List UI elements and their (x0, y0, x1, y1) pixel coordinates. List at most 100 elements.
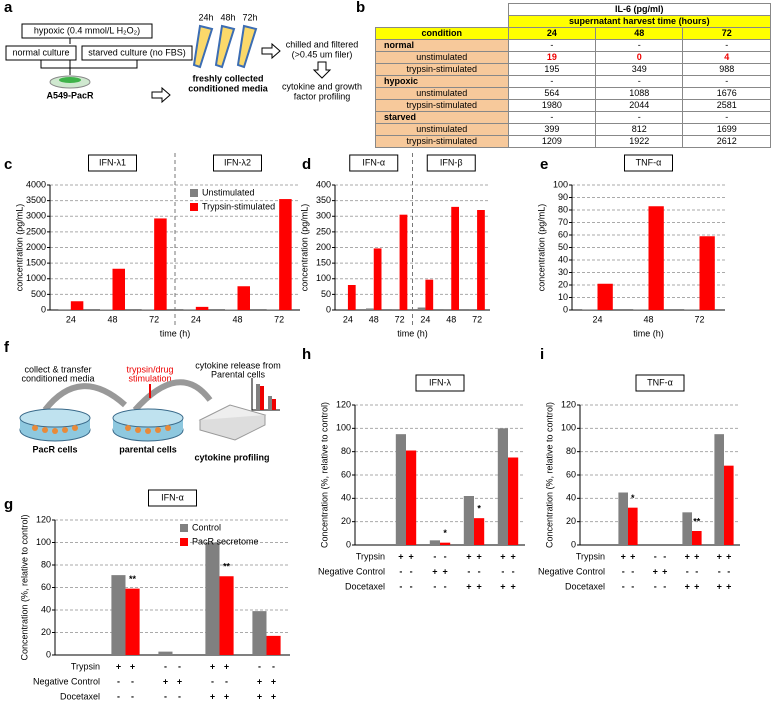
cell: 1088 (595, 87, 684, 100)
condition-sign: + (476, 551, 481, 561)
condition-sign: - (225, 676, 228, 686)
cell: - (682, 39, 771, 52)
condition-sign: + (500, 581, 505, 591)
group-box (624, 154, 673, 172)
cell: - (682, 111, 771, 124)
bar (111, 575, 126, 655)
condition-sign: + (432, 566, 437, 576)
y-tick-label: 60 (341, 469, 351, 479)
condition-sign: - (444, 581, 447, 591)
y-tick-label: 1000 (26, 273, 46, 283)
y-axis-label: Concentration (%, relative to control) (19, 514, 29, 660)
y-tick-label: 30 (558, 267, 568, 277)
y-tick-label: 1500 (26, 258, 46, 268)
x-tick-label: 72 (395, 314, 405, 324)
bar (474, 518, 485, 545)
bar (158, 651, 173, 655)
condition-sign: - (663, 581, 666, 591)
table-row: unstimulated 564 1088 1676 (375, 87, 771, 100)
cell: 19 (507, 51, 597, 64)
cell: unstimulated (375, 51, 509, 64)
cell: 2044 (595, 99, 684, 112)
condition-sign: - (131, 691, 134, 701)
cell: 399 (507, 123, 597, 136)
x-axis-label: time (h) (397, 328, 428, 338)
table-row: unstimulated 19 0 4 (375, 51, 771, 64)
x-tick-label: 24 (420, 314, 430, 324)
bar (347, 285, 356, 310)
group-label: TNF-α (647, 377, 673, 387)
x-tick-label: 48 (232, 314, 242, 324)
x-tick-label: 24 (191, 314, 201, 324)
x-tick-label: 48 (446, 314, 456, 324)
panel-label: e (540, 156, 548, 173)
panel-label: h (302, 346, 311, 363)
x-tick-label: 24 (343, 314, 353, 324)
bar (141, 309, 155, 310)
label: starved culture (no FBS) (88, 47, 186, 57)
significance: * (443, 528, 447, 538)
cell: supernatant harvest time (hours) (507, 15, 772, 28)
bar (582, 309, 598, 310)
condition-sign: - (211, 676, 214, 686)
significance: ** (129, 574, 137, 584)
bar (237, 286, 250, 310)
condition-sign: + (442, 566, 447, 576)
group-box (415, 374, 465, 392)
y-tick-label: 0 (563, 304, 568, 314)
y-tick-label: 80 (341, 446, 351, 456)
condition-sign: + (685, 551, 690, 561)
significance: ** (693, 516, 701, 526)
condition-sign: + (398, 551, 403, 561)
legend-swatch (190, 189, 198, 197)
condition-sign: + (510, 551, 515, 561)
cell: - (507, 75, 597, 88)
label: PacR cells (32, 444, 77, 454)
cell: 1922 (595, 135, 684, 148)
condition-sign: + (726, 581, 731, 591)
significance: * (477, 504, 481, 514)
condition-label: Docetaxel (60, 691, 100, 701)
label: Parental cells (211, 369, 266, 379)
panel-label: g (4, 496, 13, 513)
y-tick-label: 100 (553, 179, 568, 189)
bar (125, 588, 140, 655)
condition-sign: + (257, 676, 262, 686)
condition-sign: + (163, 676, 168, 686)
cell: - (595, 75, 684, 88)
condition-label: Trypsin (356, 551, 385, 561)
condition-sign: - (164, 661, 167, 671)
condition-sign: - (695, 566, 698, 576)
bar (252, 611, 267, 655)
bar (724, 465, 734, 545)
panel-label: c (4, 156, 12, 173)
condition-sign: + (408, 551, 413, 561)
group-label: IFN-α (161, 492, 184, 502)
label: trypsin/drug (126, 364, 173, 374)
label: freshly collected (192, 73, 263, 83)
bar (205, 542, 220, 655)
arrow (261, 42, 281, 60)
cell: 4 (682, 51, 771, 64)
bar (508, 457, 519, 545)
condition-sign: + (224, 661, 229, 671)
cell: - (595, 111, 684, 124)
group-label: IFN-α (362, 157, 385, 167)
condition-sign: - (512, 566, 515, 576)
label: conditioned media (21, 373, 94, 383)
bar (469, 309, 478, 310)
bar (425, 279, 434, 310)
condition-sign: + (257, 691, 262, 701)
condition-sign: - (178, 661, 181, 671)
cell: 0 (595, 51, 684, 64)
condition-sign: + (476, 581, 481, 591)
y-tick-label: 10 (558, 292, 568, 302)
y-tick-label: 0 (46, 649, 51, 659)
bar (618, 492, 628, 545)
y-tick-label: 20 (341, 516, 351, 526)
bar (112, 268, 125, 310)
bar (373, 248, 382, 310)
condition-sign: - (444, 551, 447, 561)
condition-sign: - (654, 581, 657, 591)
y-tick-label: 300 (316, 211, 331, 221)
